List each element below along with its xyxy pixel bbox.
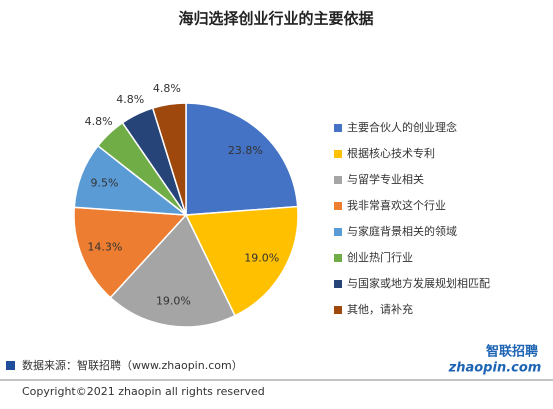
pie-slice: [109, 213, 236, 328]
legend-label: 创业热门行业: [347, 250, 413, 264]
logo-cn: 智联招聘: [486, 344, 538, 360]
legend-label: 根据核心技术专利: [347, 146, 435, 160]
legend-swatch: [334, 150, 342, 158]
legend-swatch: [334, 228, 342, 236]
legend-label: 其他，请补充: [347, 302, 413, 316]
data-label: 19.0%: [156, 294, 191, 307]
legend-label: 与留学专业相关: [347, 172, 424, 186]
source: 数据来源：智联招聘（www.zhaopin.com）: [22, 358, 243, 372]
legend-label: 主要合伙人的创业理念: [347, 120, 457, 134]
data-label: 4.8%: [85, 115, 113, 128]
data-label: 4.8%: [153, 82, 181, 95]
source-icon: [6, 361, 15, 370]
legend-label: 与家庭背景相关的领域: [347, 224, 457, 238]
data-label: 4.8%: [116, 93, 144, 106]
legend-swatch: [334, 254, 342, 262]
legend-swatch: [334, 202, 342, 210]
logo-en: zhaopin.com: [448, 361, 542, 376]
data-label: 9.5%: [90, 177, 118, 190]
pie-slice: [184, 205, 299, 317]
legend-swatch: [334, 306, 342, 314]
legend-swatch: [334, 176, 342, 184]
pie-slice: [185, 102, 299, 216]
pie-slice: [151, 102, 187, 216]
legend-swatch: [334, 124, 342, 132]
legend-label: 我非常喜欢这个行业: [347, 198, 446, 212]
chart-title: 海归选择创业行业的主要依据: [178, 10, 373, 28]
data-label: 23.8%: [228, 144, 263, 157]
data-label: 19.0%: [244, 252, 279, 265]
legend-swatch: [334, 280, 342, 288]
legend-label: 与国家或地方发展规划相匹配: [347, 276, 490, 290]
pie-slice: [73, 206, 188, 299]
data-label: 14.3%: [87, 240, 122, 253]
copyright: Copyright©2021 zhaopin all rights reserv…: [22, 385, 265, 398]
